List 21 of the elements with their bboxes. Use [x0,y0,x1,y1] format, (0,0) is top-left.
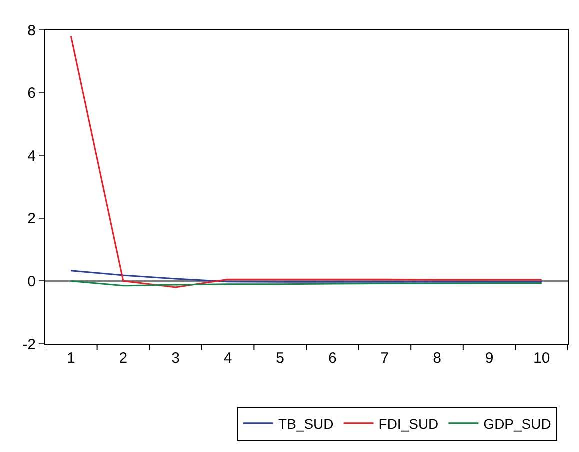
y-tick-label: 2 [28,210,36,228]
x-tick-label: 1 [66,350,76,367]
legend-label: FDI_SUD [378,416,439,432]
y-tick-label: 4 [28,148,36,165]
legend-label: GDP_SUD [484,416,552,432]
legend-label: TB_SUD [278,416,334,432]
line-series [70,270,543,283]
y-tick-label: 0 [28,273,36,290]
y-tick-label: 8 [28,22,36,40]
x-tick-label: 4 [224,350,232,367]
line-series [70,36,543,288]
x-tick-label: 3 [172,350,180,367]
x-tick-label: 8 [433,350,442,367]
y-tick-label: -2 [22,336,36,354]
x-tick-label: 5 [276,350,285,367]
y-tick-label: 6 [28,85,36,102]
x-tick-label: 2 [119,350,128,367]
x-tick-label: 9 [485,350,494,367]
x-tick-label: 10 [534,350,550,367]
x-tick-label: 7 [380,350,390,367]
x-tick-label: 6 [328,350,337,367]
